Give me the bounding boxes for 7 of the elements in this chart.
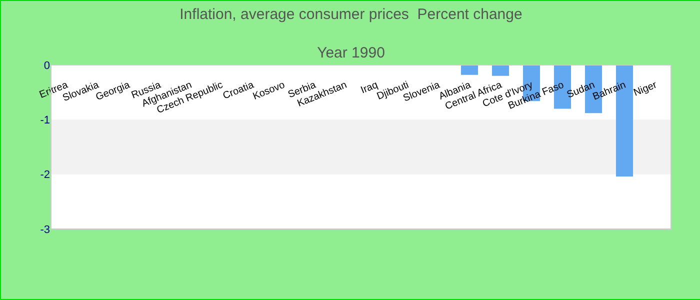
y-tick-label: -3 — [40, 224, 50, 236]
y-tick-label: -1 — [40, 114, 50, 127]
y-tick-label: 0 — [44, 60, 50, 72]
x-tick-label: Niger — [632, 79, 660, 99]
chart-title: Inflation, average consumer prices Percent change — [180, 6, 522, 23]
y-tick-label: -2 — [40, 169, 50, 182]
chart-subtitle: Year 1990 — [317, 44, 385, 62]
